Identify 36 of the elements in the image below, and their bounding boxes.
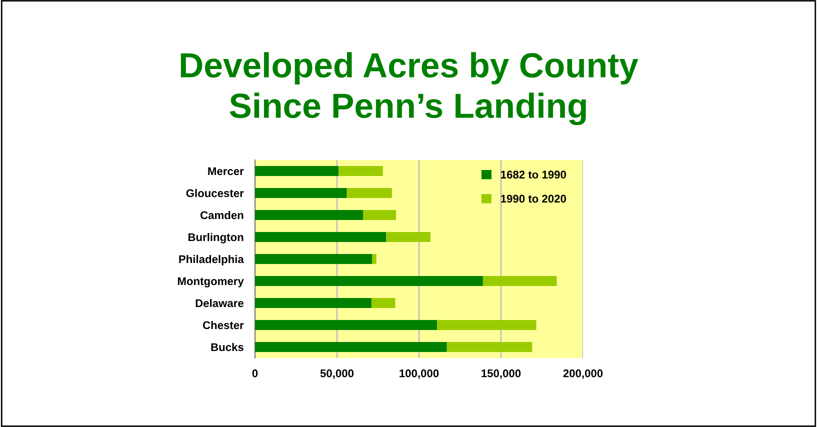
legend-label: 1990 to 2020 — [501, 194, 566, 203]
bar — [371, 298, 396, 308]
bar — [255, 210, 364, 220]
bar — [363, 210, 396, 220]
bar — [255, 298, 372, 308]
bar — [372, 254, 376, 264]
x-tick-label: 200,000 — [563, 369, 603, 379]
bar — [255, 188, 347, 198]
bar — [255, 254, 372, 264]
bar — [255, 342, 447, 352]
x-tick-label: 50,000 — [320, 369, 354, 379]
y-tick-label: Burlington — [188, 232, 244, 244]
bar — [255, 166, 339, 176]
y-tick-label: Delaware — [196, 298, 244, 308]
bar — [482, 276, 557, 286]
bar — [437, 320, 536, 330]
y-tick-label: Gloucester — [186, 188, 244, 198]
bar — [255, 232, 386, 242]
chart-title: Developed Acres by County — [180, 52, 638, 85]
bar — [386, 232, 430, 242]
y-tick-label: Montgomery — [178, 277, 244, 288]
legend-label: 1682 to 1990 — [501, 170, 566, 179]
bar — [255, 320, 438, 330]
y-tick-label: Philadelphia — [179, 254, 244, 266]
y-tick-label: Bucks — [211, 342, 244, 352]
chart-subtitle: Since Penn’s Landing — [230, 92, 586, 126]
x-tick-label: 150,000 — [482, 369, 521, 379]
x-tick-label: 0 — [252, 369, 258, 378]
bar — [346, 188, 392, 198]
bar — [255, 276, 483, 286]
y-tick-label: Mercer — [208, 167, 244, 176]
y-tick-label: Chester — [202, 320, 244, 330]
y-tick-label: Camden — [200, 210, 244, 220]
bar — [338, 166, 383, 176]
x-tick-label: 100,000 — [400, 369, 439, 379]
bar — [446, 342, 532, 352]
